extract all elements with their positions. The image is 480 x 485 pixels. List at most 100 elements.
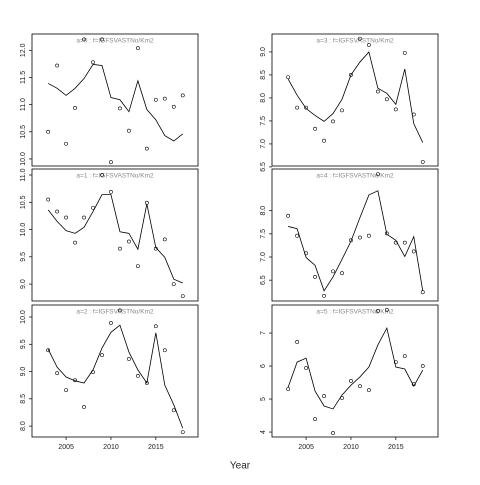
data-point [135,264,140,268]
x-tick-label: 2015 [148,444,164,451]
panel-frame [31,304,199,438]
y-tick-label: 12.0 [20,43,27,57]
data-point [144,381,149,385]
data-point [286,213,291,218]
data-point [64,388,68,392]
data-point [100,173,104,177]
data-point [402,240,407,245]
data-point [82,215,86,220]
panel-frame [31,168,199,302]
data-point [286,75,291,80]
fit-line [288,190,424,292]
data-point [340,108,344,113]
data-point [304,366,308,370]
data-point [55,371,60,376]
y-tick-label: 7.0 [260,252,267,262]
data-point [127,357,131,361]
panel-title: a=4 : f=IGFSVASTNo/Km2 [316,173,394,180]
y-tick-label: 6 [260,364,267,368]
data-point [331,269,335,274]
data-point [411,112,416,117]
y-tick-label: 9.0 [260,47,267,57]
data-point [46,197,51,202]
data-point [375,89,380,94]
y-tick-label: 9.5 [20,339,27,349]
y-tick-label: 8.5 [20,394,27,404]
data-point [331,119,335,124]
data-point [171,104,176,109]
data-point [322,394,326,398]
data-point [367,233,371,238]
y-tick-label: 6.5 [260,275,267,285]
data-point [322,294,326,298]
panel-title: a=2 : f=IGFSVASTNo/Km2 [76,309,154,316]
data-point [109,160,113,165]
y-tick-label: 6.5 [260,162,267,172]
panel-frame [31,33,199,167]
data-point [393,107,398,112]
y-tick-label: 10.0 [20,310,27,324]
data-point [153,324,158,329]
y-tick-label: 11.5 [20,71,27,84]
fit-line [47,324,184,429]
data-point [162,96,167,101]
data-point [153,246,158,251]
data-point [384,308,389,312]
data-point [375,172,380,176]
data-point [340,396,344,400]
data-point [349,238,353,243]
data-point [411,249,416,254]
y-tick-label: 4 [260,430,267,434]
x-tick-label: 2010 [343,444,359,451]
y-tick-label: 8.0 [20,421,27,431]
data-point [349,378,353,383]
y-tick-label: 8.5 [260,70,267,80]
data-point [118,308,122,313]
data-point [127,239,131,244]
data-point [286,387,291,392]
data-point [331,431,335,435]
data-point [393,240,398,245]
data-point [402,354,407,359]
data-point [384,231,389,236]
panel-title: a=1 : f=IGFSVASTNo/Km2 [76,173,154,180]
data-point [82,405,86,409]
data-point [358,36,362,41]
y-tick-label: 7 [260,331,267,335]
y-tick-label: 9.5 [20,252,27,262]
data-point [358,384,362,389]
data-point [46,129,51,134]
data-point [420,364,425,368]
y-tick-label: 8.0 [260,93,267,103]
data-point [118,106,122,111]
data-point [162,348,167,353]
fit-line [47,63,183,142]
data-point [100,353,104,358]
data-point [322,138,326,143]
panel-title: a=3 : f=IGFSVASTNo/Km2 [316,38,394,45]
data-point [153,97,158,102]
data-point [91,370,95,374]
y-tick-label: 9.0 [20,279,27,289]
data-point [55,63,60,68]
data-point [100,37,104,42]
fit-line [287,326,424,410]
data-point [91,60,95,65]
data-point [46,348,51,353]
data-point [367,43,371,47]
x-tick-label: 2005 [298,444,314,451]
data-point [162,237,167,242]
data-point [144,200,149,205]
y-tick-label: 7.0 [260,139,267,149]
data-point [420,159,425,164]
data-point [411,382,416,387]
y-tick-label: 10.5 [20,125,27,139]
data-point [171,408,176,413]
panel-frame [271,33,439,167]
data-point [295,340,300,344]
y-tick-label: 11.0 [20,168,27,181]
y-tick-label: 9.0 [20,367,27,377]
data-point [304,105,308,110]
data-point [367,388,371,393]
